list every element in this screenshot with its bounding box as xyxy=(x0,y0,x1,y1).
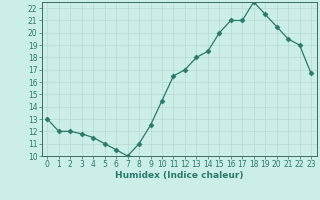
X-axis label: Humidex (Indice chaleur): Humidex (Indice chaleur) xyxy=(115,171,244,180)
